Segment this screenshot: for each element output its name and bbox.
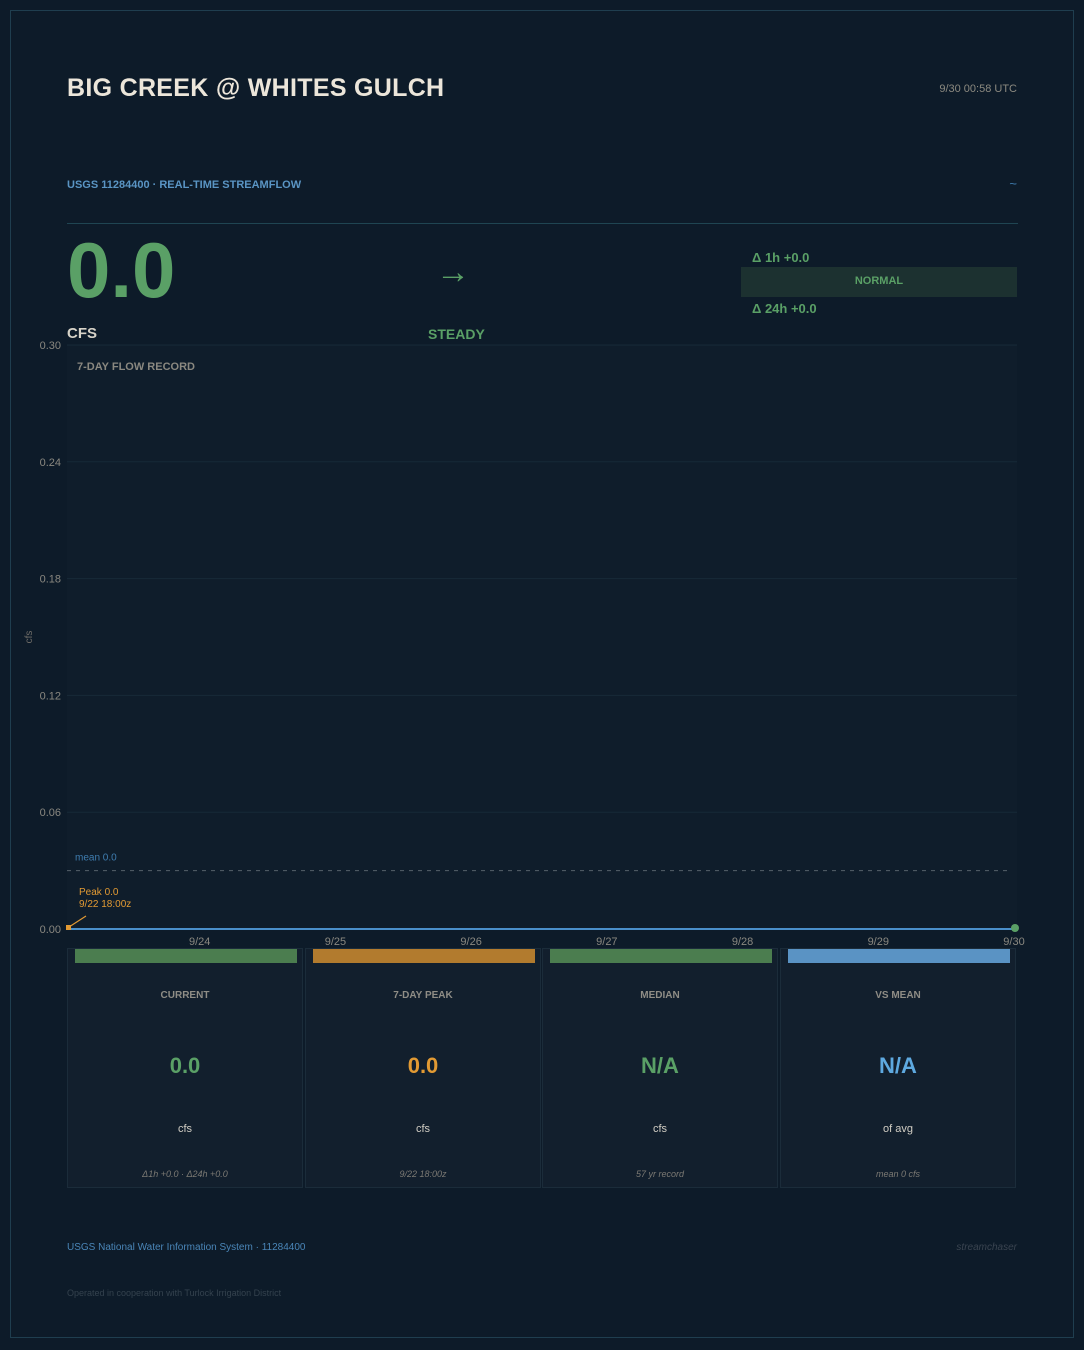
card-peak-label: 7-DAY PEAK	[393, 990, 453, 1001]
current-flow-unit: CFS	[67, 325, 97, 342]
chart-y-tick-label: 0.12	[40, 690, 61, 702]
card-current-note: Δ1h +0.0 · Δ24h +0.0	[142, 1169, 228, 1179]
chart-x-tick-label: 9/27	[596, 936, 617, 948]
chart-x-tick-label: 9/25	[325, 936, 346, 948]
chart-grid	[67, 344, 1017, 813]
chart-x-tick-label: 9/29	[868, 936, 889, 948]
wave-icon: ~	[1009, 176, 1017, 191]
chart-y-tick-label: 0.06	[40, 807, 61, 819]
chart-title: 7-DAY FLOW RECORD	[77, 361, 195, 373]
card-vs-mean: VS MEAN N/A of avg mean 0 cfs	[780, 948, 1016, 1188]
chart-x-tick-label: 9/30	[1003, 936, 1024, 948]
card-median-note: 57 yr record	[635, 1169, 685, 1179]
current-flow-value: 0.0	[67, 226, 176, 314]
card-current-unit: cfs	[177, 1123, 193, 1135]
delta-24h: Δ 24h +0.0	[752, 301, 817, 316]
chart-peak-marker	[66, 925, 71, 930]
flow-chart: 0.300.240.180.120.060.00 9/24 9/25 9/26 9/2…	[24, 340, 1025, 948]
station-subtitle: USGS 11284400 · REAL-TIME STREAMFLOW	[67, 179, 302, 191]
card-vs-mean-unit: of avg	[883, 1123, 913, 1135]
chart-y-tick-label: 0.30	[40, 340, 61, 352]
chart-current-point	[1011, 924, 1019, 932]
card-current-bar	[75, 949, 297, 963]
card-median-label: MEDIAN	[640, 990, 680, 1001]
chart-y-ticks: 0.30 0.24 0.18 0.12 0.06 0.00	[40, 340, 61, 936]
footer-cooperation: Operated in cooperation with Turlock Irr…	[67, 1288, 282, 1298]
chart-x-tick-label: 9/24	[189, 936, 210, 948]
card-median-bar	[550, 949, 772, 963]
card-vs-mean-label: VS MEAN	[875, 990, 921, 1001]
chart-peak-label: Peak 0.0	[79, 887, 119, 898]
header-divider	[67, 223, 1018, 224]
card-current: CURRENT 0.0 cfs Δ1h +0.0 · Δ24h +0.0	[67, 948, 303, 1188]
card-peak-note: 9/22 18:00z	[399, 1169, 447, 1179]
card-peak-unit: cfs	[415, 1123, 431, 1135]
chart-peak-time: 9/22 18:00z	[79, 899, 131, 910]
card-vs-mean-bar	[788, 949, 1010, 963]
trend-label: STEADY	[428, 326, 485, 342]
page-frame	[10, 10, 1074, 1338]
card-median-unit: cfs	[652, 1123, 668, 1135]
chart-y-tick-label: 0.24	[40, 457, 61, 469]
station-title: BIG CREEK @ WHITES GULCH	[67, 74, 445, 102]
footer-source-link[interactable]: USGS National Water Information System ·…	[67, 1242, 306, 1253]
card-vs-mean-value: N/A	[879, 1053, 917, 1078]
card-median-value: N/A	[641, 1053, 679, 1078]
update-timestamp: 9/30 00:58 UTC	[939, 83, 1017, 95]
chart-plot-area	[67, 345, 1017, 929]
stat-cards: CURRENT 0.0 cfs Δ1h +0.0 · Δ24h +0.0 7-D…	[67, 948, 1018, 1188]
card-peak: 7-DAY PEAK 0.0 cfs 9/22 18:00z	[305, 948, 541, 1188]
chart-y-axis-label: cfs	[24, 631, 35, 644]
card-vs-mean-note: mean 0 cfs	[875, 1169, 921, 1179]
card-peak-value: 0.0	[407, 1053, 439, 1078]
chart-peak-leader	[68, 915, 87, 928]
chart-x-tick-label: 9/28	[732, 936, 753, 948]
card-peak-bar	[313, 949, 535, 963]
card-median: MEDIAN N/A cfs 57 yr record	[542, 948, 778, 1188]
chart-x-ticks: 9/24 9/25 9/26 9/27 9/28 9/29 9/30	[189, 936, 1025, 948]
status-badge: NORMAL	[741, 267, 1017, 297]
chart-x-tick-label: 9/26	[460, 936, 481, 948]
card-current-label: CURRENT	[160, 990, 210, 1001]
delta-1h: Δ 1h +0.0	[752, 250, 810, 265]
footer-brand: streamchaser	[956, 1242, 1017, 1253]
chart-y-tick-label: 0.18	[40, 574, 61, 586]
card-current-value: 0.0	[169, 1053, 201, 1078]
trend-arrow-icon: →	[436, 253, 470, 291]
chart-y-tick-label: 0.00	[40, 924, 61, 936]
chart-mean-label: mean 0.0	[75, 853, 117, 864]
